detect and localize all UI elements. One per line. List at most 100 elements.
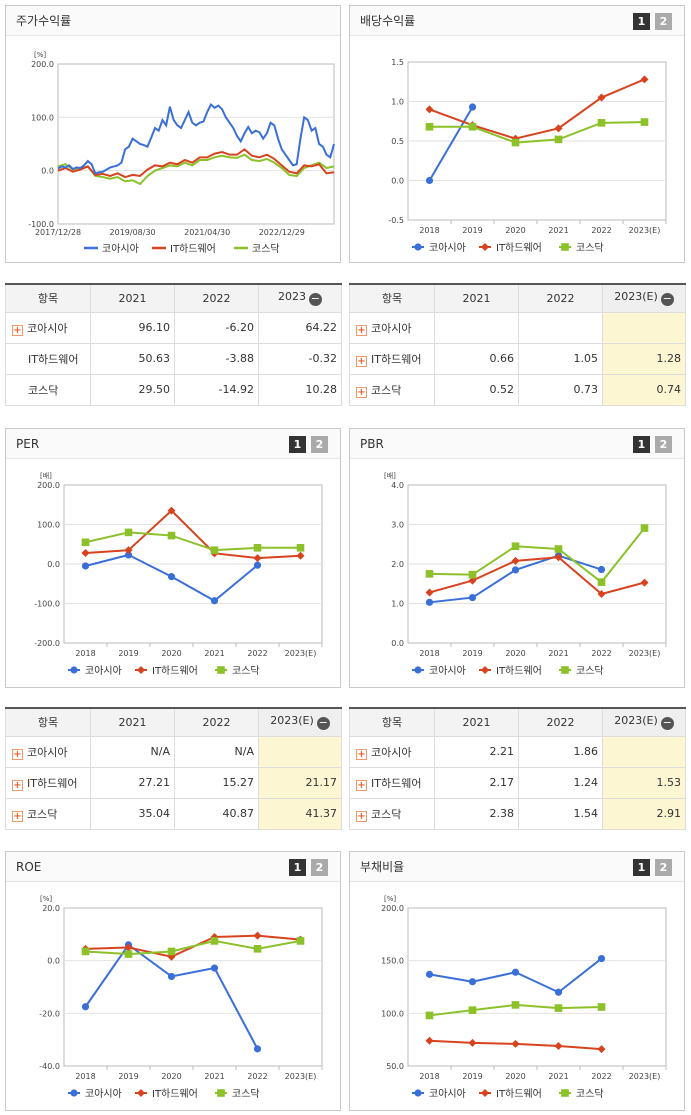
- plus-icon[interactable]: +: [356, 324, 367, 336]
- data-point: [81, 562, 90, 570]
- data-point: [167, 573, 176, 581]
- data-point: [81, 548, 90, 557]
- data-point: [554, 135, 563, 144]
- cell: 0.52: [434, 374, 519, 406]
- page-1-button[interactable]: 1: [289, 436, 306, 453]
- plus-icon[interactable]: +: [12, 748, 23, 760]
- per-title: PER: [16, 437, 40, 451]
- x-tick-label: 2021: [204, 649, 224, 658]
- y-tick-label: -40.0: [39, 1062, 60, 1071]
- data-point: [511, 556, 520, 565]
- plus-icon[interactable]: +: [12, 810, 23, 822]
- legend-marker: [414, 666, 422, 674]
- data-point: [210, 964, 219, 972]
- collapse-icon[interactable]: −: [309, 292, 322, 307]
- data-point: [253, 945, 262, 953]
- data-point: [296, 551, 305, 560]
- series-line: [85, 509, 301, 560]
- table-row: + 코아시아 N/A N/A: [5, 736, 342, 768]
- cell: 2.38: [434, 798, 519, 830]
- plus-icon[interactable]: +: [12, 324, 23, 336]
- cell: + IT하드웨어: [349, 767, 435, 799]
- cell-text: 코아시아: [371, 745, 412, 759]
- plus-icon[interactable]: +: [356, 810, 367, 822]
- data-point: [81, 538, 90, 547]
- axes: -200.0 -100.0 0.0 100.0 200.0[배]: [34, 471, 323, 648]
- x-tick-label: 2019: [118, 649, 138, 658]
- pbr-title: PBR: [360, 437, 384, 451]
- legend-label: IT하드웨어: [496, 241, 542, 254]
- page-1-button[interactable]: 1: [633, 436, 650, 453]
- page-2-button[interactable]: 2: [311, 859, 328, 876]
- page-1-button[interactable]: 1: [633, 859, 650, 876]
- legend-label: 코아시아: [85, 1088, 122, 1100]
- page-2-button[interactable]: 2: [655, 859, 672, 876]
- cell: N/A: [90, 736, 175, 768]
- series-2: [425, 1036, 606, 1054]
- page-2-button[interactable]: 2: [655, 436, 672, 453]
- x-tick-label: 2021: [548, 649, 568, 658]
- series-line-3: [57, 153, 335, 186]
- cell: 0.66: [434, 343, 519, 375]
- data-point: [640, 75, 649, 84]
- cell: + 코아시아: [349, 736, 435, 768]
- roe-title: ROE: [16, 860, 42, 874]
- data-point: [640, 524, 649, 532]
- series-line-2: [57, 148, 335, 179]
- page-2-button[interactable]: 2: [311, 436, 328, 453]
- legend-label: 코스닥: [576, 665, 604, 677]
- y-tick-label: 0.0: [391, 177, 404, 186]
- plus-icon[interactable]: +: [356, 355, 367, 367]
- data-point: [167, 972, 176, 981]
- data-point: [511, 138, 520, 147]
- series-3: [425, 524, 649, 586]
- legend-marker: [481, 1089, 489, 1097]
- data-point: [124, 546, 133, 555]
- x-tick-label: 2023(E): [629, 1072, 661, 1081]
- cell: IT하드웨어: [5, 343, 91, 375]
- table-row: + IT하드웨어 2.17 1.24 1.53: [349, 767, 686, 799]
- axes: 0.0 1.0 2.0 3.0 4.0[배]: [384, 471, 667, 648]
- cell: 96.10: [90, 312, 175, 344]
- cell-text: IT하드웨어: [27, 776, 78, 790]
- cell: + IT하드웨어: [5, 767, 91, 799]
- data-point: [167, 506, 176, 515]
- plus-icon[interactable]: +: [12, 779, 23, 791]
- cell: 27.21: [90, 767, 175, 799]
- cell: 41.37: [258, 798, 342, 830]
- plus-icon[interactable]: +: [356, 779, 367, 791]
- table-row: + 코아시아: [349, 312, 686, 344]
- pbr-table: 항목 2021 2022 2023(E) − + 코아시아 2.21 1.86 + IT하드웨어…: [349, 707, 686, 830]
- page-1-button[interactable]: 1: [633, 13, 650, 30]
- y-tick-label: 100.0: [31, 113, 54, 122]
- cell: 1.28: [602, 343, 686, 375]
- cell: 10.28: [258, 374, 342, 406]
- collapse-icon[interactable]: −: [316, 716, 330, 731]
- data-point: [425, 176, 434, 185]
- data-point: [640, 118, 649, 126]
- x-tick-label: 2018: [419, 226, 439, 235]
- plus-icon[interactable]: +: [356, 748, 367, 760]
- data-point: [511, 968, 520, 976]
- legend-marker: [217, 1089, 225, 1097]
- cell: [602, 312, 686, 344]
- collapse-icon[interactable]: −: [660, 716, 674, 731]
- data-point: [210, 937, 219, 945]
- page-2-button[interactable]: 2: [655, 13, 672, 30]
- plus-icon[interactable]: +: [356, 386, 367, 398]
- y-tick-label: 100.0: [381, 1009, 404, 1018]
- collapse-icon[interactable]: −: [660, 292, 674, 307]
- cell: 29.50: [90, 374, 175, 406]
- data-point: [554, 553, 563, 562]
- legend-label: 코아시아: [429, 1088, 466, 1100]
- cell: + 코스닥: [349, 374, 435, 406]
- page-1-button[interactable]: 1: [289, 859, 306, 876]
- y-unit-label: [배]: [40, 471, 52, 480]
- x-tick-label: 2023(E): [629, 649, 661, 658]
- stock-return-chart: -100.0 0.0 100.0 200.0[%] 2017/12/28 2019/08/…: [28, 51, 335, 255]
- legend-label: 코아시아: [85, 665, 122, 677]
- stock-title: 주가수익률: [16, 14, 72, 28]
